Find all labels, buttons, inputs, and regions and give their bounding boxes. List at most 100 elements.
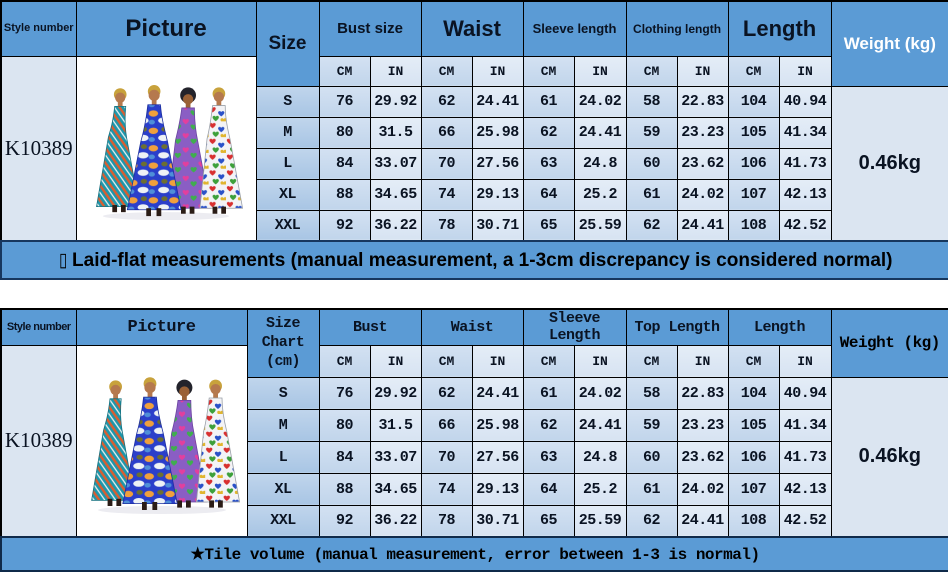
top-length-header: Top Length xyxy=(625,308,729,346)
measurement-cell: 60 xyxy=(625,147,678,180)
measurement-cell: 61 xyxy=(522,376,575,410)
size-header: Size xyxy=(255,0,320,87)
unit-cm-label: CM xyxy=(727,344,780,378)
measurement-cell: 30.71 xyxy=(471,504,524,538)
size-cell: XXL xyxy=(246,504,320,538)
unit-in-label: IN xyxy=(369,55,422,87)
measurement-cell: 76 xyxy=(318,376,371,410)
measurement-cell: 104 xyxy=(727,85,780,118)
product-photo xyxy=(82,358,242,526)
measurement-cell: 62 xyxy=(522,408,575,442)
measurement-cell: 24.02 xyxy=(573,85,627,118)
measurement-cell: 61 xyxy=(625,178,678,211)
measurement-note: ▯ Laid-flat measurements (manual measurem… xyxy=(0,240,948,280)
measurement-cell: 24.41 xyxy=(676,504,729,538)
measurement-cell: 84 xyxy=(318,147,371,180)
missing-glyph-box: ▯ xyxy=(58,249,67,271)
measurement-cell: 25.2 xyxy=(573,472,627,506)
measurement-cell: 24.02 xyxy=(573,376,627,410)
size-cell: M xyxy=(255,116,320,149)
size-cell: S xyxy=(246,376,320,410)
measurement-cell: 25.59 xyxy=(573,504,627,538)
measurement-cell: 24.41 xyxy=(676,209,729,242)
measurement-cell: 84 xyxy=(318,440,371,474)
unit-cm-label: CM xyxy=(522,344,575,378)
style-number-header: Style number xyxy=(0,308,77,346)
measurement-cell: 29.13 xyxy=(471,472,524,506)
measurement-cell: 30.71 xyxy=(471,209,524,242)
measurement-cell: 22.83 xyxy=(676,85,729,118)
unit-cm-label: CM xyxy=(625,344,678,378)
size-table-flat: Style number Picture Size Bust size Wais… xyxy=(0,0,948,280)
size-cell: L xyxy=(246,440,320,474)
measurement-cell: 41.34 xyxy=(778,116,832,149)
measurement-cell: 105 xyxy=(727,116,780,149)
weight-value: 0.46kg xyxy=(830,85,948,242)
measurement-cell: 34.65 xyxy=(369,472,422,506)
product-photo-cell xyxy=(75,55,257,242)
measurement-cell: 92 xyxy=(318,209,371,242)
measurement-cell: 25.59 xyxy=(573,209,627,242)
picture-header: Picture xyxy=(75,308,248,346)
measurement-cell: 66 xyxy=(420,116,473,149)
measurement-cell: 29.13 xyxy=(471,178,524,211)
measurement-cell: 70 xyxy=(420,440,473,474)
measurement-cell: 41.34 xyxy=(778,408,832,442)
weight-header: Weight (kg) xyxy=(830,0,948,87)
measurement-cell: 33.07 xyxy=(369,440,422,474)
measurement-cell: 42.52 xyxy=(778,209,832,242)
measurement-cell: 80 xyxy=(318,408,371,442)
measurement-cell: 40.94 xyxy=(778,376,832,410)
measurement-cell: 34.65 xyxy=(369,178,422,211)
measurement-cell: 70 xyxy=(420,147,473,180)
measurement-cell: 106 xyxy=(727,440,780,474)
unit-cm-label: CM xyxy=(318,55,371,87)
measurement-cell: 33.07 xyxy=(369,147,422,180)
measurement-cell: 88 xyxy=(318,472,371,506)
measurement-cell: 23.62 xyxy=(676,147,729,180)
bust-header: Bust xyxy=(318,308,422,346)
measurement-cell: 42.52 xyxy=(778,504,832,538)
measurement-cell: 62 xyxy=(625,209,678,242)
measurement-cell: 25.98 xyxy=(471,116,524,149)
measurement-cell: 40.94 xyxy=(778,85,832,118)
measurement-cell: 31.5 xyxy=(369,408,422,442)
picture-header: Picture xyxy=(75,0,257,57)
measurement-cell: 61 xyxy=(625,472,678,506)
measurement-cell: 108 xyxy=(727,504,780,538)
length-header: Length xyxy=(727,0,832,57)
measurement-cell: 105 xyxy=(727,408,780,442)
measurement-cell: 65 xyxy=(522,209,575,242)
measurement-note-text: Laid-flat measurements (manual measureme… xyxy=(72,249,893,271)
tile-volume-note: ★Tile volume (manual measurement, error … xyxy=(0,536,948,572)
measurement-cell: 61 xyxy=(522,85,575,118)
measurement-cell: 25.98 xyxy=(471,408,524,442)
measurement-cell: 63 xyxy=(522,147,575,180)
unit-in-label: IN xyxy=(778,344,832,378)
size-cell: XXL xyxy=(255,209,320,242)
size-table-tile: Style number Picture Size Chart (cm) Bus… xyxy=(0,308,948,572)
size-cell: S xyxy=(255,85,320,118)
measurement-cell: 106 xyxy=(727,147,780,180)
measurement-cell: 58 xyxy=(625,85,678,118)
unit-cm-label: CM xyxy=(522,55,575,87)
unit-in-label: IN xyxy=(573,344,627,378)
size-cell: L xyxy=(255,147,320,180)
measurement-cell: 108 xyxy=(727,209,780,242)
unit-cm-label: CM xyxy=(318,344,371,378)
measurement-cell: 59 xyxy=(625,408,678,442)
measurement-cell: 58 xyxy=(625,376,678,410)
unit-cm-label: CM xyxy=(625,55,678,87)
measurement-cell: 74 xyxy=(420,178,473,211)
measurement-cell: 23.23 xyxy=(676,408,729,442)
measurement-cell: 62 xyxy=(522,116,575,149)
measurement-cell: 24.02 xyxy=(676,178,729,211)
unit-in-label: IN xyxy=(471,55,524,87)
measurement-cell: 65 xyxy=(522,504,575,538)
measurement-cell: 27.56 xyxy=(471,440,524,474)
product-photo-cell xyxy=(75,344,248,538)
measurement-cell: 59 xyxy=(625,116,678,149)
measurement-cell: 88 xyxy=(318,178,371,211)
measurement-cell: 24.41 xyxy=(573,408,627,442)
measurement-cell: 23.62 xyxy=(676,440,729,474)
